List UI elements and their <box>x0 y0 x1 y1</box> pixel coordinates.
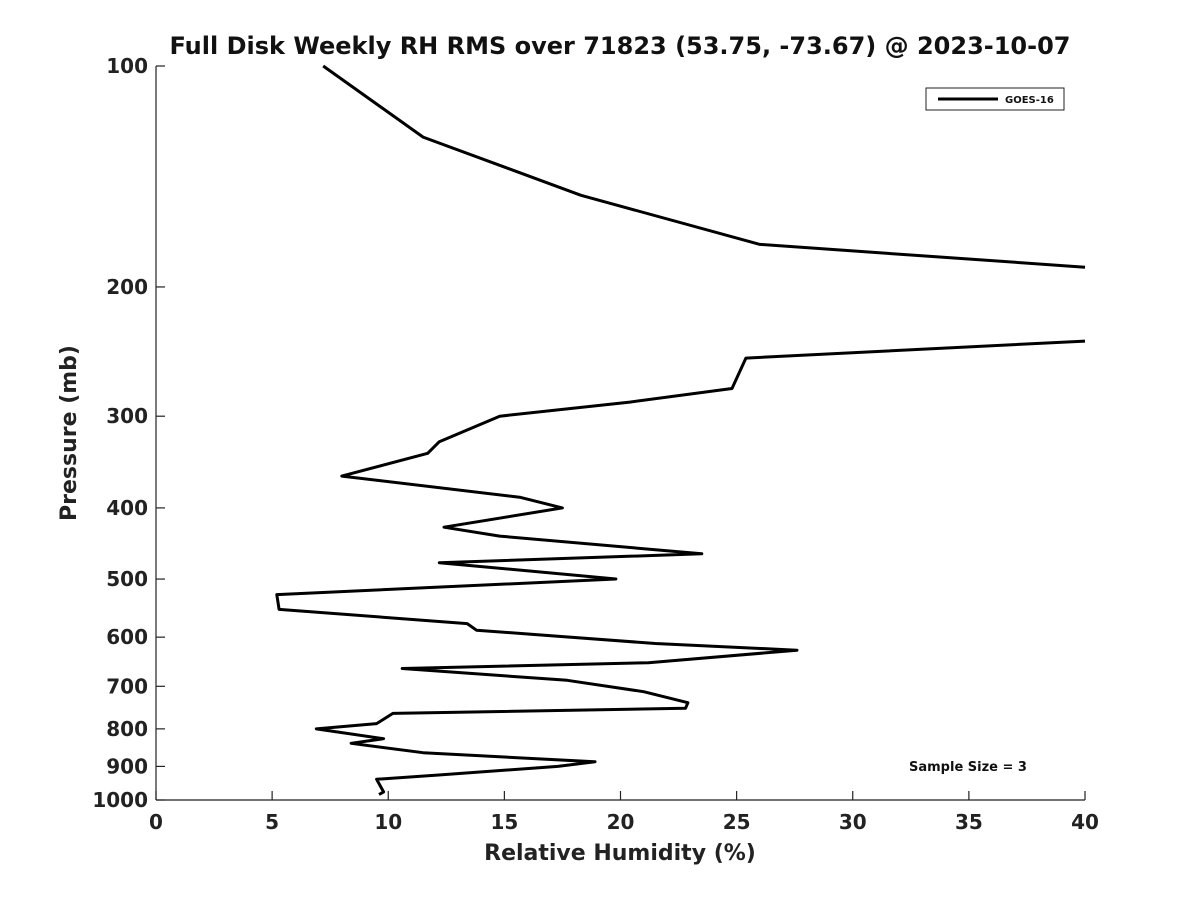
y-tick-label: 1000 <box>92 788 148 812</box>
y-tick-label: 700 <box>106 674 148 698</box>
y-tick-label: 100 <box>106 54 148 78</box>
sample-size-annotation: Sample Size = 3 <box>909 760 1027 775</box>
plot-area <box>275 64 1086 796</box>
y-tick-label: 400 <box>106 496 148 520</box>
chart-title: Full Disk Weekly RH RMS over 71823 (53.7… <box>169 32 1070 60</box>
y-tick-label: 900 <box>106 754 148 778</box>
y-tick-label: 600 <box>106 625 148 649</box>
x-tick-label: 25 <box>723 810 751 834</box>
series-line-goes16 <box>275 64 1086 796</box>
y-tick-label: 500 <box>106 567 148 591</box>
x-tick-label: 0 <box>149 810 163 834</box>
x-tick-label: 35 <box>955 810 983 834</box>
y-axis-ticks: 100 200 300 400 500 600 700 800 900 1000 <box>92 54 165 812</box>
x-axis-label: Relative Humidity (%) <box>484 841 756 866</box>
legend: GOES-16 <box>925 87 1065 111</box>
x-tick-label: 15 <box>490 810 518 834</box>
legend-label-goes16: GOES-16 <box>1005 95 1054 106</box>
x-tick-label: 30 <box>839 810 867 834</box>
x-tick-label: 20 <box>607 810 635 834</box>
y-axis-label: Pressure (mb) <box>57 345 82 521</box>
x-tick-label: 10 <box>374 810 402 834</box>
x-tick-label: 5 <box>265 810 279 834</box>
x-axis-ticks: 0 5 10 15 20 25 30 35 40 <box>149 791 1099 834</box>
y-tick-label: 200 <box>106 275 148 299</box>
y-tick-label: 800 <box>106 717 148 741</box>
y-tick-label: 300 <box>106 404 148 428</box>
x-tick-label: 40 <box>1071 810 1099 834</box>
